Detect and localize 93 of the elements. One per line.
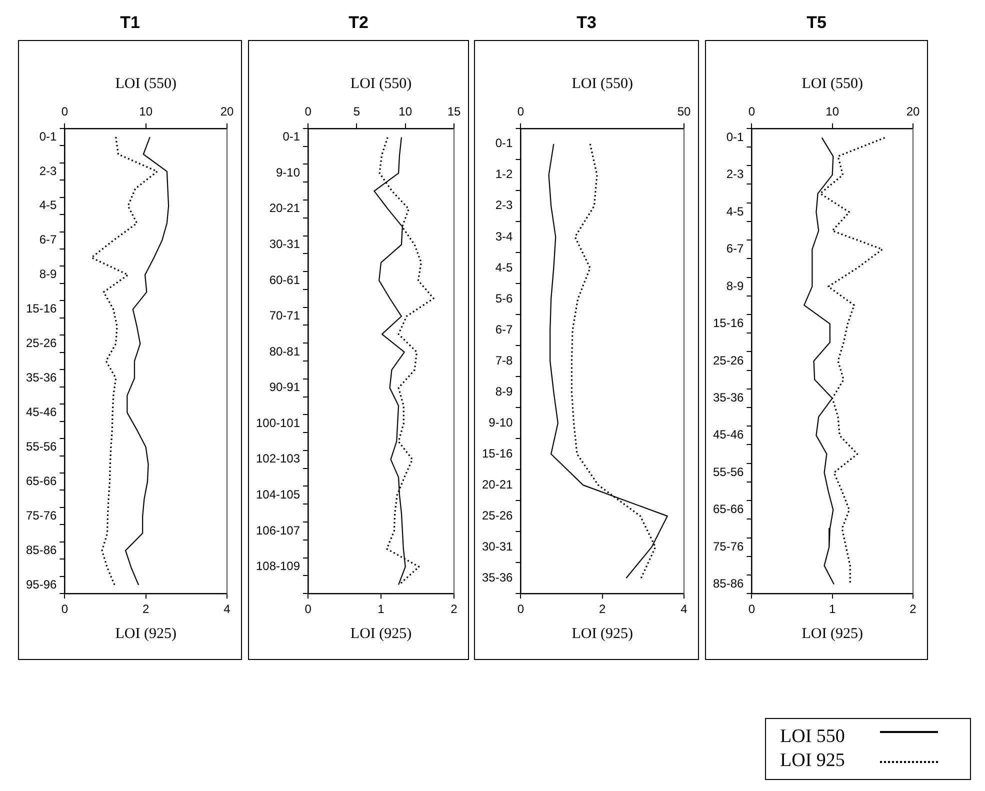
y-tick-label: 0-1 (495, 136, 514, 150)
y-tick-label: 35-36 (712, 390, 744, 405)
chart-title: T2 (348, 12, 370, 34)
y-tick-label: 85-86 (26, 542, 58, 557)
y-tick-label: 6-7 (495, 322, 514, 336)
x2-axis-title: LOI (550) (802, 76, 863, 92)
x2-tick-label: 0 (304, 104, 312, 119)
y-tick-label: 6-7 (39, 232, 58, 247)
x2-axis-title: LOI (550) (115, 76, 176, 92)
x2-tick-label: 0 (748, 104, 756, 119)
x2-tick-label: 20 (906, 104, 920, 119)
x-tick-label: 0 (304, 602, 312, 616)
y-tick-label: 15-16 (26, 302, 58, 316)
x2-tick-label: 5 (353, 104, 360, 119)
y-tick-label: 100-101 (256, 416, 300, 430)
y-tick-label: 0-1 (726, 130, 744, 144)
y-tick-label: 5-6 (495, 291, 514, 306)
legend-label: LOI 550 (780, 726, 846, 748)
y-tick-label: 102-103 (256, 452, 300, 466)
y-tick-label: 9-10 (276, 165, 300, 180)
y-tick-label: 45-46 (26, 405, 58, 419)
y-tick-label: 6-7 (726, 242, 744, 256)
y-tick-label: 108-109 (256, 559, 300, 574)
x2-tick-label: 50 (677, 104, 691, 119)
y-tick-label: 4-5 (39, 198, 58, 212)
y-tick-label: 55-56 (26, 439, 58, 454)
x-tick-label: 0 (517, 602, 524, 616)
x-axis-title: LOI (925) (802, 626, 863, 642)
x2-tick-label: 10 (826, 104, 840, 119)
y-tick-label: 25-26 (26, 336, 58, 350)
x-tick-label: 4 (680, 602, 688, 616)
x2-tick-label: 0 (61, 104, 68, 119)
x-tick-label: 1 (378, 602, 385, 616)
x-axis-title: LOI (925) (115, 626, 176, 642)
x-tick-label: 2 (142, 602, 150, 616)
chart-title: T3 (576, 12, 598, 34)
y-tick-label: 106-107 (256, 523, 300, 538)
y-tick-label: 35-36 (26, 370, 58, 385)
x-tick-label: 2 (450, 602, 458, 616)
x-axis-title: LOI (925) (350, 626, 412, 642)
x-tick-label: 0 (61, 602, 68, 616)
chart-title: T5 (806, 12, 828, 34)
y-tick-label: 4-5 (495, 260, 514, 274)
y-tick-label: 2-3 (39, 164, 58, 178)
y-tick-label: 45-46 (712, 428, 744, 442)
x2-axis-title: LOI (550) (350, 76, 412, 92)
y-tick-label: 8-9 (495, 384, 514, 398)
y-tick-label: 20-21 (269, 201, 300, 216)
y-tick-label: 35-36 (482, 570, 514, 584)
y-tick-label: 70-71 (269, 308, 300, 323)
y-tick-label: 0-1 (282, 130, 300, 144)
y-tick-label: 2-3 (726, 167, 744, 182)
y-tick-label: 2-3 (495, 198, 514, 212)
x-tick-label: 1 (829, 602, 836, 616)
y-tick-label: 75-76 (26, 508, 58, 522)
x-axis-title: LOI (925) (572, 626, 633, 642)
y-tick-label: 60-61 (269, 272, 300, 287)
y-tick-label: 15-16 (482, 446, 514, 460)
x2-tick-label: 15 (447, 104, 461, 119)
y-tick-label: 0-1 (39, 129, 58, 144)
y-tick-label: 7-8 (495, 353, 514, 368)
x-tick-label: 2 (910, 602, 917, 616)
chart-title: T1 (119, 12, 141, 34)
y-tick-label: 25-26 (482, 508, 514, 522)
y-tick-label: 8-9 (726, 278, 744, 293)
y-tick-label: 65-66 (26, 474, 58, 488)
y-tick-label: 85-86 (712, 576, 744, 591)
y-tick-label: 104-105 (256, 488, 300, 502)
y-tick-label: 4-5 (726, 204, 744, 218)
x2-tick-label: 20 (220, 104, 234, 119)
x2-tick-label: 10 (398, 104, 412, 119)
y-tick-label: 90-91 (269, 380, 300, 394)
y-tick-label: 80-81 (269, 344, 300, 358)
x2-tick-label: 0 (517, 104, 524, 119)
x2-axis-title: LOI (550) (572, 76, 633, 92)
y-tick-label: 1-2 (495, 167, 514, 182)
y-tick-label: 30-31 (269, 237, 300, 252)
y-tick-label: 75-76 (712, 539, 744, 554)
y-tick-label: 15-16 (712, 316, 744, 330)
x2-tick-label: 10 (139, 104, 153, 119)
y-tick-label: 30-31 (482, 539, 514, 554)
y-tick-label: 3-4 (495, 229, 514, 244)
y-tick-label: 20-21 (482, 477, 514, 492)
y-tick-label: 8-9 (39, 267, 58, 282)
y-tick-label: 95-96 (26, 577, 58, 592)
x-tick-label: 0 (748, 602, 756, 616)
legend-label: LOI 925 (780, 750, 846, 772)
x-tick-label: 4 (224, 602, 231, 616)
y-tick-label: 9-10 (488, 415, 514, 430)
y-tick-label: 25-26 (712, 353, 744, 368)
x-tick-label: 2 (599, 602, 606, 616)
y-tick-label: 65-66 (712, 502, 744, 516)
y-tick-label: 55-56 (712, 464, 744, 479)
